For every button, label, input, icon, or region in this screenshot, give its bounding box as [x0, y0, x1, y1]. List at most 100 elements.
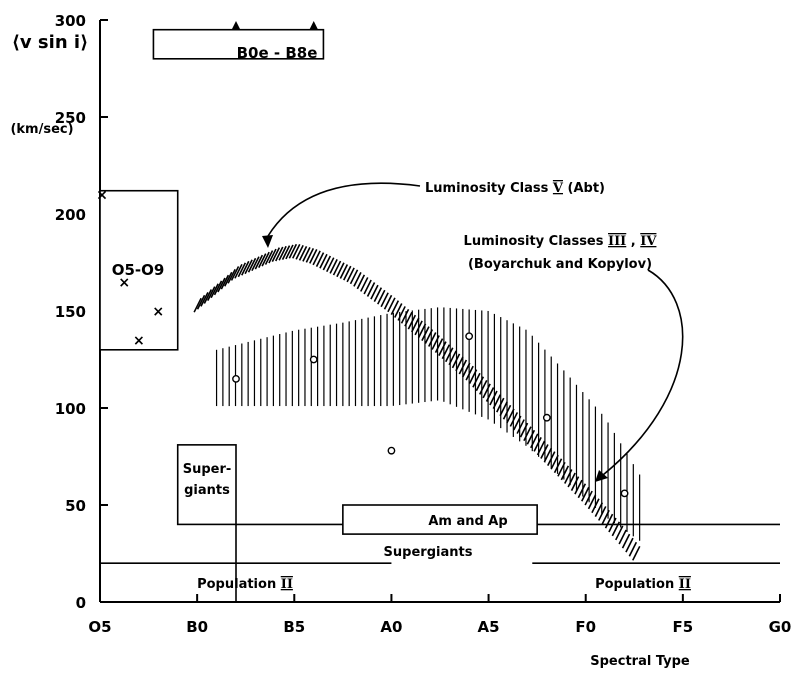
- class-v-hatch: [193, 297, 202, 313]
- class-v-hatch: [380, 292, 389, 308]
- x-tick-label: F0: [575, 618, 596, 636]
- class-v-hatch: [570, 476, 580, 491]
- b-emission-box: [152, 28, 325, 60]
- class-v-hatch: [203, 289, 213, 304]
- class-v-hatch: [434, 338, 444, 353]
- class-v-hatch: [207, 286, 216, 301]
- class-v-hatch: [295, 244, 304, 260]
- class-v-hatch: [200, 292, 209, 307]
- y-tick-label: 0: [76, 594, 86, 612]
- class-v-hatch: [574, 479, 583, 495]
- x-tick-label: G0: [769, 618, 792, 636]
- class-v-hatch: [632, 545, 641, 561]
- cross-point: ×: [96, 188, 108, 204]
- open-circle-point: [465, 332, 474, 341]
- class-v-hatch: [264, 250, 274, 265]
- class-v-hatch: [278, 245, 287, 261]
- supergiants-box-line2: giants: [184, 483, 230, 498]
- y-tick-label: 150: [55, 303, 86, 321]
- cross-point: ×: [118, 275, 130, 291]
- class-v-hatch: [526, 429, 536, 445]
- class-v-hatch: [489, 390, 498, 406]
- x-tick-label: A5: [478, 618, 500, 636]
- class-34-label-line1: Luminosity Classes III , IV: [464, 234, 658, 249]
- y-tick-label: 50: [65, 497, 86, 515]
- x-tick-label: B0: [186, 618, 208, 636]
- class-34-label-line2: (Boyarchuk and Kopylov): [468, 257, 652, 272]
- x-tick-label: O5: [88, 618, 111, 636]
- hatched-bands: [193, 243, 641, 561]
- class-v-hatch: [261, 251, 270, 267]
- supergiants-line-label: Supergiants: [384, 545, 473, 560]
- x-tick-label: F5: [673, 618, 694, 636]
- pop2-right-label: Population II: [595, 577, 691, 592]
- class-v-hatch: [349, 269, 359, 285]
- class-34-arrowhead: [595, 470, 608, 482]
- cross-point: ×: [152, 304, 164, 320]
- class-v-hatch: [213, 280, 223, 296]
- class-v-hatch: [319, 253, 328, 269]
- class-v-hatch: [305, 248, 315, 263]
- class-v-hatch: [315, 252, 325, 267]
- class-v-hatch: [298, 245, 308, 261]
- class-v-hatch: [309, 249, 318, 264]
- class-v-hatch: [329, 259, 338, 274]
- class-v-hatch: [339, 264, 349, 279]
- class-v-hatch: [312, 250, 321, 266]
- class-v-hatch: [587, 494, 597, 510]
- y-tick-label: 300: [55, 12, 86, 30]
- class-v-hatch: [615, 525, 624, 541]
- y-tick-label: 250: [55, 109, 86, 127]
- x-ticks: O5 B0 B5 A0 A5 F0 F5 G0: [88, 594, 791, 636]
- class-v-hatch: [567, 472, 576, 488]
- class-v-hatch: [346, 267, 355, 283]
- class-v-hatch: [217, 277, 226, 293]
- class-v-hatch: [373, 287, 383, 302]
- class-v-hatch: [220, 274, 230, 290]
- class-v-hatch: [445, 347, 454, 363]
- open-circle-point: [309, 355, 318, 364]
- class-v-label: Luminosity Class V (Abt): [425, 181, 605, 196]
- am-ap-box: [342, 504, 538, 535]
- class-v-hatch: [383, 294, 393, 310]
- class-v-hatch: [302, 246, 311, 262]
- class-v-hatch: [356, 274, 366, 290]
- class-v-hatch: [258, 253, 267, 268]
- class-v-hatch: [227, 268, 236, 284]
- class-v-hatch: [281, 245, 291, 260]
- class-v-hatch: [244, 259, 253, 275]
- pop2-left-label: Population II: [197, 577, 293, 592]
- class-v-hatch: [196, 294, 206, 310]
- open-circle-point: [542, 413, 551, 422]
- class-v-hatch: [275, 246, 284, 262]
- class-v-hatch: [428, 332, 437, 347]
- class-v-hatch: [251, 256, 260, 272]
- o-type-box: [99, 189, 179, 351]
- class-v-hatch: [400, 308, 410, 324]
- class-v-hatch: [390, 300, 400, 316]
- class-v-hatch: [237, 262, 247, 278]
- region-boxes: [99, 21, 780, 602]
- class-v-hatch: [621, 533, 631, 549]
- up-arrow-head: [309, 21, 318, 29]
- y-ticks: 0 50 100 150 200 250 300: [55, 12, 108, 612]
- b-box-label: B0e - B8e: [237, 44, 318, 62]
- class-v-hatch: [336, 262, 345, 278]
- class-34-arrow: [602, 269, 684, 476]
- data-points: × × × ×: [96, 188, 629, 498]
- class-v-hatch: [628, 541, 638, 557]
- class-v-hatch: [366, 282, 376, 297]
- class-v-hatch: [360, 277, 369, 292]
- y-tick-label: 100: [55, 400, 86, 418]
- class-v-hatch: [322, 255, 332, 271]
- supergiants-box: [176, 444, 237, 526]
- open-circle-point: [387, 446, 396, 455]
- o-box-label: O5-O9: [112, 261, 165, 279]
- class-v-hatch: [604, 513, 614, 529]
- class-v-hatch: [377, 289, 386, 305]
- class-v-hatch: [241, 260, 250, 276]
- open-circle-point: [620, 489, 629, 498]
- class-v-hatch: [516, 419, 525, 434]
- class-v-hatch: [577, 483, 587, 499]
- x-tick-label: A0: [380, 618, 402, 636]
